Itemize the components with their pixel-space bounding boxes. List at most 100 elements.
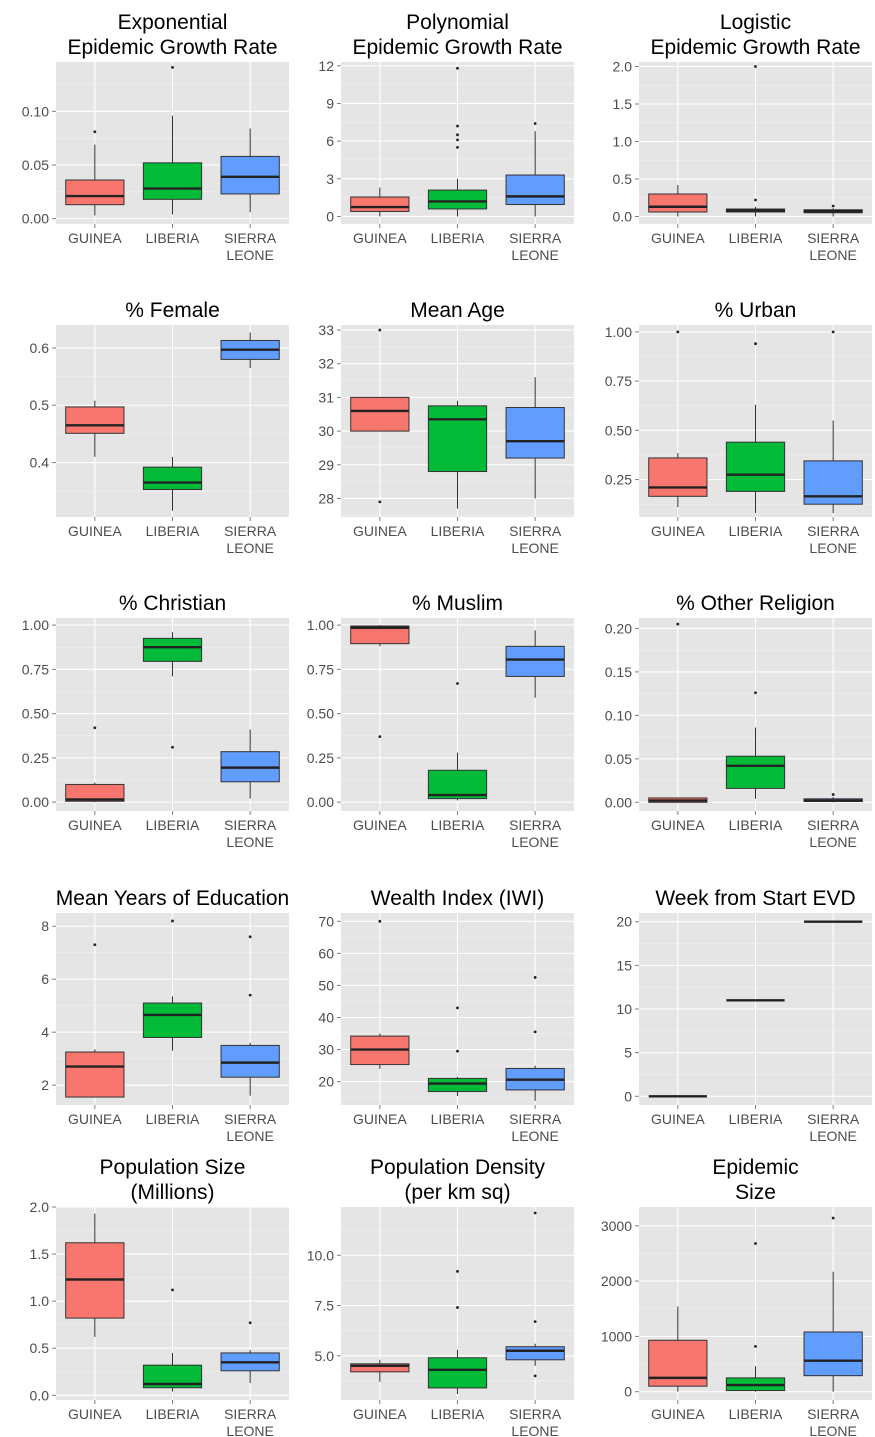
outlier-point: [754, 691, 757, 695]
iqr-box: [350, 196, 410, 212]
x-category-label: GUINEA: [353, 523, 407, 539]
outlier-point: [533, 122, 537, 125]
iqr-box: [803, 1331, 863, 1377]
x-category-label: LIBERIA: [146, 817, 200, 833]
iqr-box: [142, 637, 203, 662]
y-tick-label: 5: [624, 1045, 632, 1061]
x-category-label: SIERRA LEONE: [509, 1406, 562, 1437]
box-sierra-leone: [220, 1321, 280, 1384]
panel: Wealth Index (IWI) 20 30 40 50 60 70 GUINEA LIBE…: [318, 887, 574, 1144]
y-tick-label: 0.05: [605, 751, 632, 767]
y-tick-label: 10: [616, 1001, 632, 1017]
iqr-box: [65, 406, 125, 434]
iqr-box: [648, 1339, 708, 1387]
x-category-label: LIBERIA: [729, 817, 783, 833]
y-tick-label: 29: [318, 457, 334, 473]
box-liberia: [725, 65, 786, 217]
y-tick-label: 0.20: [605, 620, 632, 636]
x-category-label: SIERRA LEONE: [807, 817, 860, 850]
x-category-label: SIERRA LEONE: [224, 523, 277, 556]
y-tick-label: 0.5: [613, 171, 633, 187]
x-category-label: GUINEA: [353, 817, 407, 833]
box-guinea: [350, 328, 410, 504]
outlier-point: [171, 1288, 174, 1292]
box-guinea: [648, 330, 708, 508]
y-tick-label: 50: [318, 977, 334, 993]
y-tick-label: 2000: [601, 1273, 632, 1289]
y-tick-label: 0.15: [605, 664, 632, 680]
box-guinea: [65, 400, 125, 457]
iqr-box: [725, 441, 786, 492]
y-tick-label: 2.0: [613, 59, 633, 75]
iqr-box: [648, 457, 708, 497]
iqr-box: [505, 174, 565, 206]
box-sierra-leone: [803, 1216, 863, 1392]
panel-title: Mean Age: [410, 299, 505, 322]
outlier-point: [754, 342, 757, 346]
panel-title: Wealth Index (IWI): [371, 887, 545, 910]
x-category-label: GUINEA: [68, 817, 122, 833]
box-liberia: [427, 1006, 488, 1097]
y-tick-label: 0.75: [307, 661, 334, 677]
box-liberia: [427, 66, 488, 217]
y-tick-label: 1.0: [613, 134, 633, 150]
y-tick-label: 31: [318, 389, 334, 405]
x-category-label: GUINEA: [651, 230, 705, 246]
panel-title: Population Size: [100, 1156, 246, 1179]
y-tick-label: 10.0: [307, 1247, 334, 1263]
iqr-box: [505, 407, 565, 459]
box-liberia: [725, 691, 786, 799]
y-tick-label: 2.0: [30, 1199, 50, 1215]
x-category-label: SIERRA LEONE: [509, 523, 562, 556]
x-category-label: GUINEA: [68, 523, 122, 539]
y-tick-label: 0.10: [605, 707, 632, 723]
panel-title: % Other Religion: [676, 592, 835, 615]
outlier-point: [456, 1006, 459, 1010]
box-guinea: [350, 187, 410, 217]
y-tick-label: 0.05: [22, 157, 49, 173]
box-sierra-leone: [505, 377, 565, 499]
y-tick-label: 0.25: [307, 750, 334, 766]
x-category-label: SIERRA LEONE: [224, 1406, 277, 1437]
outlier-point: [378, 735, 382, 739]
box-sierra-leone: [220, 332, 280, 368]
box-sierra-leone: [220, 935, 280, 1096]
y-tick-label: 0: [624, 1088, 632, 1104]
iqr-box: [65, 783, 125, 802]
box-liberia: [427, 682, 488, 801]
x-category-label: SIERRA LEONE: [224, 1111, 277, 1144]
panel-title: (Millions): [131, 1181, 215, 1204]
iqr-box: [427, 189, 488, 210]
outlier-point: [248, 993, 252, 997]
outlier-point: [831, 793, 835, 796]
panel: % Urban 0.25 0.50 0.75 1.00 GUINEA LIBERIA SIER…: [605, 299, 872, 556]
box-sierra-leone: [505, 630, 565, 698]
x-category-label: GUINEA: [68, 1111, 122, 1127]
y-tick-label: 0.5: [30, 1340, 50, 1356]
y-tick-label: 0.50: [22, 706, 49, 722]
y-tick-label: 0.75: [605, 373, 632, 389]
y-tick-label: 33: [318, 322, 334, 338]
outlier-point: [754, 1242, 757, 1245]
x-category-label: GUINEA: [353, 1111, 407, 1127]
x-category-label: LIBERIA: [729, 523, 783, 539]
iqr-box: [648, 193, 708, 213]
y-tick-label: 0.00: [605, 794, 632, 810]
y-tick-label: 9: [326, 95, 334, 111]
x-category-label: LIBERIA: [431, 1406, 485, 1422]
x-category-label: LIBERIA: [146, 1406, 200, 1422]
outlier-point: [831, 1216, 835, 1220]
box-guinea: [648, 185, 708, 217]
y-tick-label: 0.10: [22, 103, 49, 119]
y-tick-label: 60: [318, 945, 334, 961]
y-tick-label: 0.00: [22, 794, 49, 810]
outlier-point: [378, 328, 382, 332]
box-liberia: [725, 342, 786, 514]
y-tick-label: 0.25: [22, 750, 49, 766]
x-category-label: GUINEA: [651, 1111, 705, 1127]
panel-title: Epidemic Growth Rate: [67, 36, 277, 59]
x-category-label: LIBERIA: [146, 1111, 200, 1127]
box-guinea: [65, 726, 125, 803]
